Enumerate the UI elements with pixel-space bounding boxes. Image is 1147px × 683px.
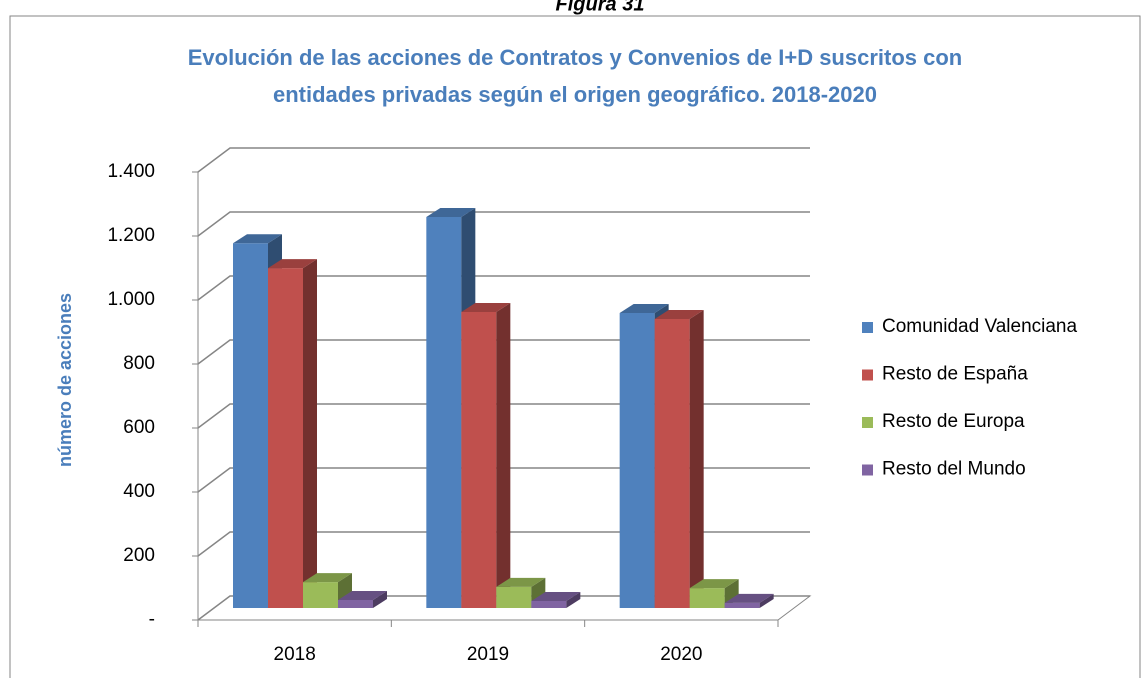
bar-face	[689, 310, 704, 608]
chart-title: entidades privadas según el origen geogr…	[273, 82, 877, 107]
bar-face	[654, 310, 704, 320]
figure-label: Figura 31	[556, 0, 645, 15]
bar-face	[303, 582, 338, 608]
y-tick-label: 1.400	[107, 161, 155, 182]
bar-face	[689, 588, 725, 608]
y-tick-label: 1.000	[107, 289, 155, 310]
bar-face	[496, 586, 532, 608]
bar-face	[566, 591, 581, 608]
grid-line	[197, 403, 810, 429]
x-tick-label: 2019	[467, 644, 509, 665]
chart-frame	[9, 15, 1141, 683]
bar-face	[619, 303, 669, 313]
legend-swatch	[862, 417, 873, 428]
bar-face	[338, 591, 387, 600]
bar	[461, 303, 511, 608]
grid-line	[197, 275, 810, 301]
legend-label: Comunidad Valenciana	[882, 316, 1077, 337]
bar	[724, 593, 774, 608]
bar-face	[426, 216, 462, 608]
x-tick-label: 2020	[660, 644, 702, 665]
legend-swatch	[862, 464, 873, 476]
bar	[338, 591, 387, 608]
chart-title: Evolución de las acciones de Contratos y…	[188, 45, 963, 70]
legend-label: Resto de Europa	[882, 411, 1025, 432]
y-tick-label: 400	[123, 481, 155, 502]
grid-line	[197, 467, 810, 493]
bar	[689, 579, 739, 608]
bar-face	[268, 259, 317, 269]
y-tick-label: 600	[123, 417, 155, 438]
grid-line	[197, 147, 810, 173]
bar-face	[654, 319, 690, 608]
bar	[268, 259, 317, 608]
bar-face	[496, 303, 511, 608]
bar-face	[724, 593, 774, 603]
bar-face	[338, 600, 373, 608]
grid-line	[197, 595, 810, 621]
bar	[654, 310, 704, 608]
bar	[531, 591, 581, 608]
legend-swatch	[862, 322, 873, 333]
y-tick-label: -	[149, 609, 155, 630]
y-tick-label: 200	[123, 545, 155, 566]
bar-face	[268, 268, 303, 608]
bar-face	[461, 303, 511, 312]
x-tick-label: 2018	[274, 644, 316, 665]
grid-line	[197, 339, 810, 365]
bar-face	[496, 577, 546, 587]
grid-line	[197, 531, 810, 557]
bar-face	[303, 573, 352, 583]
bar-face	[759, 593, 774, 608]
bar-face	[724, 602, 760, 608]
bar-face	[233, 243, 268, 608]
bar-face	[531, 600, 567, 608]
legend-label: Resto del Mundo	[882, 459, 1026, 480]
y-tick-label: 800	[123, 353, 155, 374]
y-axis-label: número de acciones	[55, 293, 75, 467]
bar-face	[233, 234, 282, 244]
legend-label: Resto de España	[882, 364, 1028, 385]
grid-line	[197, 211, 810, 237]
bar-face	[531, 591, 581, 601]
bar-face	[426, 207, 476, 217]
legend-swatch	[862, 369, 873, 381]
bar-face	[303, 259, 317, 608]
bar-face	[373, 591, 387, 608]
bar-face	[619, 312, 655, 608]
y-tick-label: 1.200	[107, 225, 155, 246]
bar-face	[689, 579, 739, 589]
bar-face	[461, 312, 497, 608]
